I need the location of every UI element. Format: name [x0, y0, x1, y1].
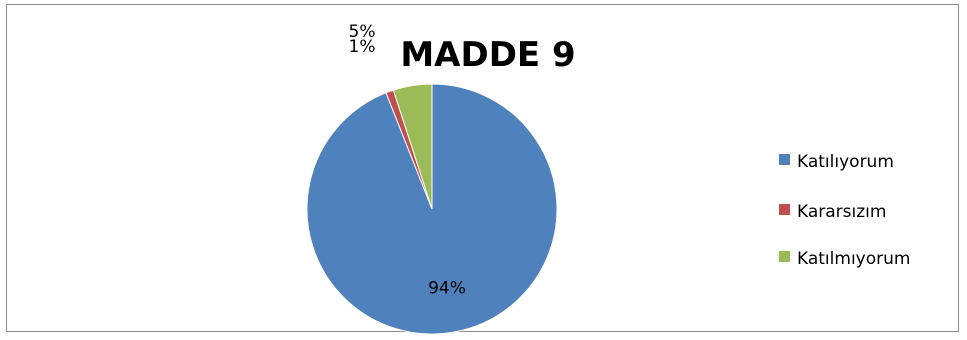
pie-slice-katilmiyorum	[392, 83, 433, 210]
legend-swatch-katiliyorum	[779, 154, 790, 165]
legend: Katılıyorum Kararsızım Katılmıyorum	[779, 152, 910, 269]
data-label-kararsizim: 1%	[349, 37, 376, 57]
data-label-katilmiyorum: 5%	[349, 22, 376, 42]
legend-label-katilmiyorum: Katılmıyorum	[797, 249, 910, 269]
data-label-katiliyorum: 94%	[428, 279, 466, 299]
pie-slice-katiliyorum	[306, 83, 558, 335]
legend-swatch-katilmiyorum	[779, 251, 790, 262]
legend-swatch-kararsizim	[779, 204, 790, 215]
chart-title: MADDE 9	[400, 35, 575, 75]
data-labels: 94% 1%5%	[349, 22, 466, 299]
pie-slices	[306, 83, 558, 335]
legend-label-katiliyorum: Katılıyorum	[797, 152, 894, 172]
legend-label-kararsizim: Kararsızım	[797, 202, 886, 222]
